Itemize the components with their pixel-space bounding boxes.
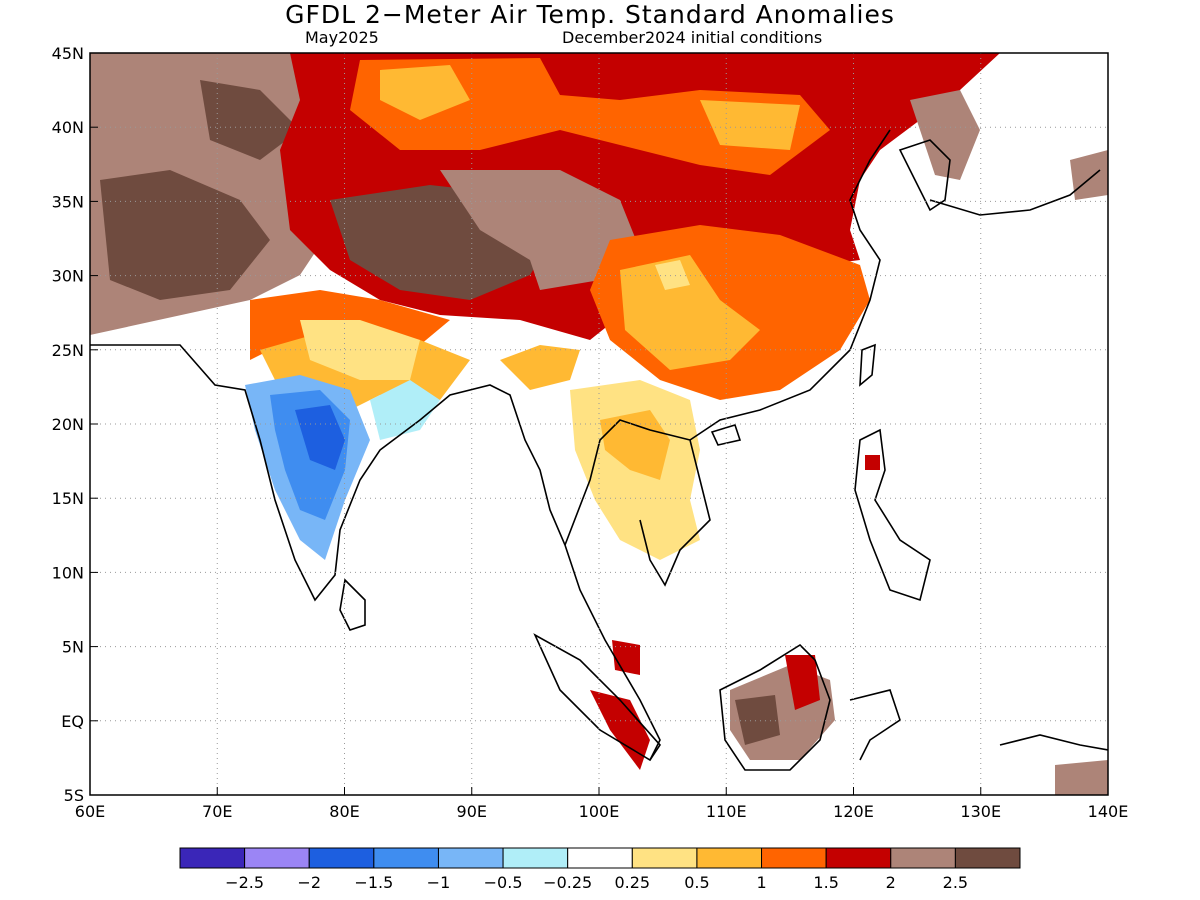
anomaly-orange-burma-border [500,345,580,390]
lat-tick-label: 25N [52,341,84,360]
coastline-japan [929,169,1101,216]
coastline-sri-lanka [339,578,366,631]
legend-swatch [825,847,892,869]
legend-label: 1.5 [813,873,838,892]
anomaly-darkbrown-borneo [735,695,780,745]
legend-swatch [244,847,310,869]
coastline-hainan [710,424,742,446]
anomaly-darkbrown-west [100,170,270,300]
lat-tick-label: EQ [61,712,84,731]
anomaly-darkblue-peninsula [295,405,345,470]
lon-tick-label: 90E [457,802,487,821]
legend-label: 0.5 [684,873,709,892]
anomaly-lightorange-indochina [600,410,670,480]
legend-swatch [373,847,439,869]
legend-label: −0.5 [484,873,523,892]
lon-tick-label: 120E [833,802,874,821]
legend-label: 1 [756,873,766,892]
lat-tick-label: 35N [52,192,84,211]
legend-label: 2.5 [943,873,968,892]
coastlines [90,129,1108,771]
anomaly-orange-mongolia [350,58,830,175]
valid-month-label: May2025 [305,28,379,47]
lon-tick-label: 130E [960,802,1001,821]
lon-tick-label: 140E [1088,802,1129,821]
color-legend: −2.5 −2 −1.5 −1 −0.5 −0.25 0.25 0.5 1 1.5 2 2.5 [179,847,1021,892]
initial-conditions-label: December2024 initial conditions [562,28,823,47]
anomaly-cyan-bay [370,380,440,440]
lat-tick-label: 20N [52,415,84,434]
legend-label: −1.5 [354,873,393,892]
coastline-korea [898,139,951,212]
legend-label: −0.25 [543,873,592,892]
coastline-new-guinea [999,734,1108,751]
lon-tick-label: 100E [579,802,620,821]
map-title: GFDL 2−Meter Air Temp. Standard Anomalie… [285,0,895,29]
lon-tick-label: 80E [329,802,359,821]
legend-swatch [502,847,569,869]
coastline-east-china [689,129,891,441]
coastline-sulawesi [849,689,901,761]
anomaly-brown-korea [910,90,980,180]
anomaly-brown-tibet [440,170,640,290]
anomaly-brown-japan [1070,150,1108,200]
legend-swatch [437,847,504,869]
anomaly-darkred-luzon [865,455,880,470]
lat-tick-label: 5N [62,638,84,657]
coastline-borneo [719,643,831,771]
anomaly-darkred-sumatra [590,690,650,770]
coastline-taiwan [859,343,876,387]
anomaly-yellow-mongolia [380,65,470,120]
lat-tick-label: 40N [52,118,84,137]
coastline-indochina [564,419,711,587]
legend-swatch [567,847,633,869]
legend-swatch [890,847,956,869]
lat-tick-label: 45N [52,44,84,63]
legend-label: −1 [427,873,451,892]
legend-swatch [954,847,1021,869]
legend-swatch [761,847,827,869]
anomaly-field [90,53,1108,795]
lat-tick-label: 15N [52,489,84,508]
lon-tick-label: 70E [202,802,232,821]
legend-label: −2.5 [225,873,264,892]
lat-tick-label: 30N [52,267,84,286]
anomaly-brown-newguinea [1055,760,1108,795]
lon-tick-label: 110E [706,802,747,821]
coastline-philippines [854,428,931,602]
lat-tick-label: 5S [64,786,84,805]
legend-swatch [631,847,698,869]
coastline-sumatra [533,633,662,762]
graticule [90,53,1108,795]
anomaly-darkred-malaysia [612,640,640,675]
lon-tick-label: 60E [75,802,105,821]
anomaly-lightorange-southchina [620,255,760,370]
anomaly-darkbrown-kyrgyz [200,80,300,160]
legend-swatch [308,847,375,869]
legend-swatch [696,847,763,869]
anomaly-yellow-sichuan [655,260,690,290]
legend-swatch [179,847,246,869]
anomaly-darkred-borneo-north [785,655,820,710]
legend-label: 0.25 [614,873,650,892]
lat-tick-label: 10N [52,563,84,582]
legend-label: −2 [297,873,321,892]
anomaly-yellow-gobi [700,100,800,150]
legend-label: 2 [886,873,896,892]
coastline-south-asia [90,344,661,761]
